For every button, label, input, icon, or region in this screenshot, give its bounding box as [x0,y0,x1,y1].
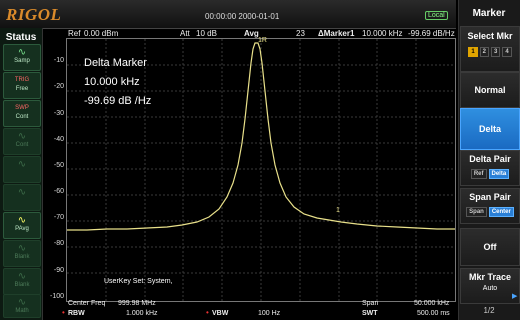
mkr-trace-value: Auto [482,285,498,292]
center-option[interactable]: Center [488,207,514,217]
marker-readout-label: ΔMarker1 [318,29,355,38]
wave-icon: ∿ [17,297,27,308]
wave-icon: ∿ [17,243,27,254]
y-tick-label: -70 [53,214,64,221]
avg-value: 23 [296,29,305,38]
mkr-1-option[interactable]: 1 [468,47,478,57]
brand-logo: RIGOL [6,5,62,24]
mkr-trace-button[interactable]: Mkr Trace Auto [460,268,520,304]
mkr-2-option[interactable]: 2 [479,47,489,57]
mkr-3-option[interactable]: 3 [491,47,501,57]
span-pair-label: Span Pair [469,192,511,202]
vbw-indicator-icon: • [206,308,209,317]
rbw-label: RBW [68,310,85,317]
trace3-button[interactable]: ∿ [3,184,41,211]
detector-button[interactable]: ∿ Samp [3,44,41,71]
delta-option[interactable]: Delta [488,169,510,179]
swp-icon: SWP [15,105,29,111]
mkr-trace-label: Mkr Trace [468,272,512,282]
spectrum-graph [67,39,455,301]
swt-value: 500.00 ms [417,310,450,317]
rbw-value: 1.000 kHz [126,310,158,317]
datetime: 00:00:00 2000-01-01 [205,12,280,21]
rbw-indicator-icon: • [62,308,65,317]
delta-marker-label: 1 [336,207,340,214]
spectrum-plot[interactable] [66,38,456,302]
avg-label: Avg [244,29,259,38]
vbw-label: VBW [212,310,229,317]
att-label: Att [180,29,190,38]
status-title: Status [5,32,37,43]
spectrum-trace [67,42,455,231]
y-tick-label: -60 [53,188,64,195]
trace2-button[interactable]: ∿ [3,156,41,183]
wave-icon: ∿ [17,47,27,58]
y-tick-label: -100 [49,293,64,300]
delta-marker-title: Delta Marker [84,57,147,69]
arrow-right-icon: ▶ [512,293,518,300]
ref-label: Ref [68,29,81,38]
ref-value: 0.00 dBm [84,29,119,38]
wave-icon: ∿ [17,131,27,142]
trig-icon: TRIG [14,77,30,83]
marker-readout-freq: 10.000 kHz [362,29,403,38]
wave-icon: ∿ [17,271,27,282]
att-value: 10 dB [196,29,217,38]
peak-marker-label: 1R [258,37,267,44]
page-indicator[interactable]: 1/2 [483,306,495,315]
span-pair-button[interactable]: Span Pair Span Center [460,188,520,224]
delta-marker-freq: 10.000 kHz [84,76,140,88]
mkr-4-option[interactable]: 4 [502,47,512,57]
y-tick-label: -80 [53,240,64,247]
center-freq-value: 999.98 MHz [118,300,156,307]
span-value: 50.000 kHz [414,300,450,307]
wave-icon: ∿ [17,159,27,170]
normal-button[interactable]: Normal [460,72,520,108]
userkey-status: UserKey Set: System, [104,278,173,285]
local-badge: Local [425,11,448,20]
span-option[interactable]: Span [466,207,487,217]
top-bar [0,0,456,29]
y-tick-label: -40 [53,136,64,143]
off-button[interactable]: Off [460,228,520,266]
menu-title: Marker [472,8,506,19]
y-tick-label: -50 [53,162,64,169]
wave-icon: ∿ [17,187,27,198]
delta-button[interactable]: Delta [460,108,520,150]
trigger-button[interactable]: TRIG Free [3,72,41,99]
trace-pavg-button[interactable]: ∿ PAvg [3,212,41,239]
swt-label: SWT [362,310,378,317]
ref-option[interactable]: Ref [470,169,487,179]
trace1-button[interactable]: ∿ Cont [3,128,41,155]
trace-blank-button[interactable]: ∿ Blank [3,268,41,295]
y-tick-label: -20 [53,83,64,90]
sweep-button[interactable]: SWP Cont [3,100,41,127]
span-label: Span [362,300,379,307]
delta-pair-label: Delta Pair [469,154,511,164]
y-tick-label: -30 [53,110,64,117]
marker-readout-level: -99.69 dB/Hz [408,29,455,38]
select-mkr-label: Select Mkr [467,31,513,41]
delta-pair-button[interactable]: Delta Pair Ref Delta [460,150,520,186]
trace-blank-button[interactable]: ∿ Blank [3,240,41,267]
center-freq-label: Center Freq [68,300,106,307]
y-tick-label: -10 [53,57,64,64]
delta-marker-level: -99.69 dB /Hz [84,95,152,107]
vbw-value: 100 Hz [258,310,281,317]
math-button[interactable]: ∿ Math [3,294,41,318]
grid [67,39,455,301]
wave-icon: ∿ [17,215,27,226]
y-tick-label: -90 [53,267,64,274]
